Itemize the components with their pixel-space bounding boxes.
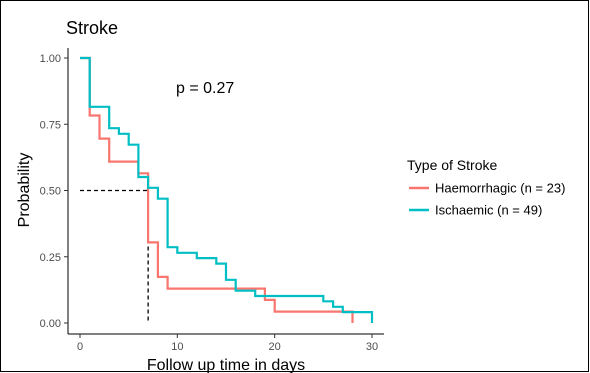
chart-title: Stroke (66, 18, 118, 38)
y-tick-label: 0.50 (40, 186, 61, 198)
x-tick-label: 10 (171, 341, 183, 353)
legend-label-haemorrhagic: Haemorrhagic (n = 23) (435, 181, 565, 196)
y-tick-label: 0.00 (40, 318, 61, 330)
legend: Type of Stroke Haemorrhagic (n = 23) Isch… (407, 157, 565, 218)
axes: 0 10 20 30 0.00 0.25 0.50 0.75 1.00 (40, 48, 384, 353)
y-tick-label: 0.25 (40, 252, 61, 264)
x-axis-title: Follow up time in days (147, 357, 305, 373)
legend-label-ischaemic: Ischaemic (n = 49) (435, 203, 542, 218)
y-tick-label: 1.00 (40, 53, 61, 65)
plot-area (80, 56, 374, 323)
y-axis-title: Probability (16, 153, 33, 228)
p-value-annotation: p = 0.27 (176, 80, 234, 97)
x-tick-label: 20 (269, 341, 281, 353)
x-tick-label: 30 (366, 341, 378, 353)
x-tick-label: 0 (77, 341, 83, 353)
legend-title: Type of Stroke (407, 157, 497, 173)
km-curve-haemorrhagic (80, 56, 354, 323)
km-curve-ischaemic (80, 56, 374, 323)
y-tick-label: 0.75 (40, 119, 61, 131)
